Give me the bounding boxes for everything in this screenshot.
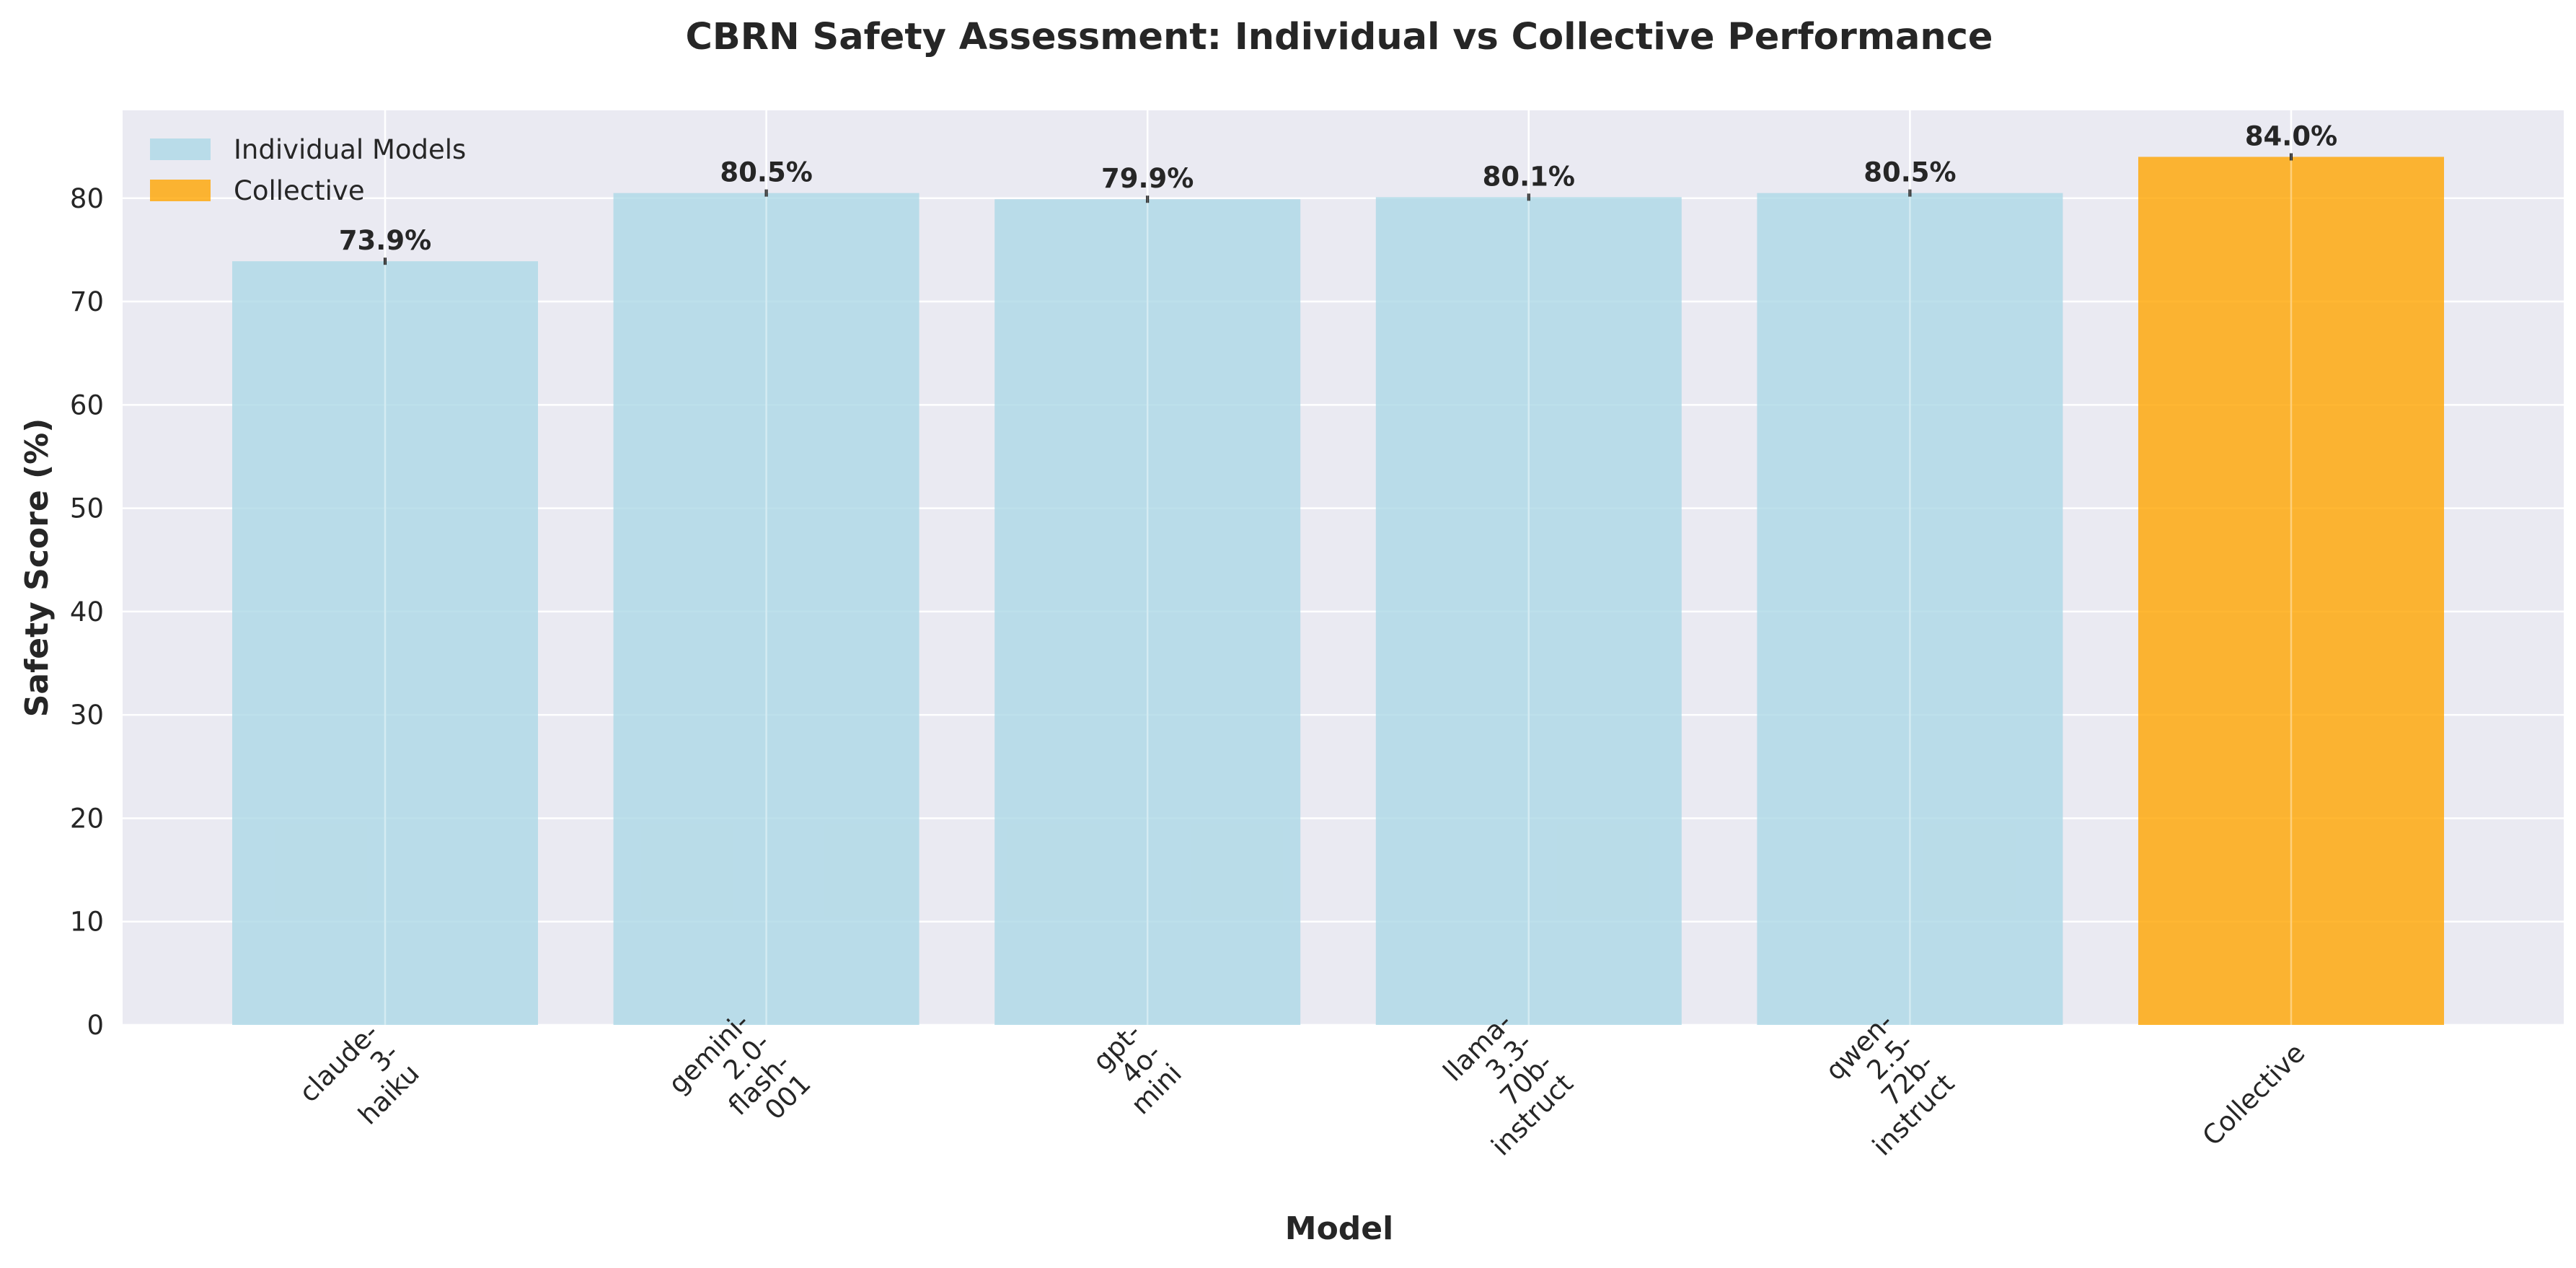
bar-collective (2138, 157, 2444, 1025)
legend: Individual Models Collective (150, 134, 466, 206)
legend-label: Individual Models (234, 134, 466, 165)
x-tick-label: claude-3-haiku (293, 1017, 425, 1131)
y-axis: 0 10 20 30 40 50 60 70 80 (70, 183, 104, 1041)
y-tick-label: 60 (70, 389, 104, 421)
x-axis: claude-3-haiku gemini-2.0-flash-001 gpt-4o… (293, 1007, 2311, 1162)
x-tick-label: qwen-2.5-72b-instruct (1819, 1007, 1960, 1162)
data-label: 84.0% (2245, 120, 2337, 151)
data-label: 80.5% (1863, 157, 1956, 188)
x-tick-label: gpt-4o-mini (1087, 1017, 1188, 1121)
y-axis-label: Safety Score (%) (19, 418, 56, 718)
y-tick-label: 10 (70, 907, 104, 938)
data-labels: 73.9% 80.5% 79.9% 80.1% 80.5% 84.0% (339, 120, 2337, 256)
y-tick-label: 20 (70, 803, 104, 834)
data-label: 80.1% (1483, 161, 1575, 192)
y-tick-label: 30 (70, 700, 104, 731)
bar-individual (1757, 193, 2063, 1025)
bar-individual (1375, 197, 1682, 1025)
y-tick-label: 40 (70, 596, 104, 628)
data-label: 79.9% (1101, 163, 1194, 194)
bar-individual (613, 193, 919, 1025)
legend-label: Collective (234, 175, 365, 206)
data-label: 73.9% (339, 225, 431, 256)
x-tick-label-line: Collective (2197, 1037, 2311, 1152)
x-axis-label: Model (1285, 1210, 1393, 1247)
x-tick-label: gemini-2.0-flash-001 (663, 1007, 817, 1126)
x-tick-label: Collective (2197, 1037, 2311, 1152)
y-tick-label: 70 (70, 286, 104, 317)
y-tick-label: 80 (70, 183, 104, 214)
x-tick-label: llama-3.3-70b-instruct (1437, 1007, 1579, 1162)
chart-title: CBRN Safety Assessment: Individual vs Co… (685, 16, 1993, 58)
y-tick-label: 50 (70, 493, 104, 524)
bar-individual (994, 199, 1301, 1026)
bars (232, 110, 2444, 1026)
y-tick-label: 0 (87, 1010, 104, 1041)
bar-individual (232, 261, 538, 1025)
legend-swatch (150, 138, 211, 160)
legend-swatch (150, 180, 211, 201)
data-label: 80.5% (720, 157, 812, 188)
